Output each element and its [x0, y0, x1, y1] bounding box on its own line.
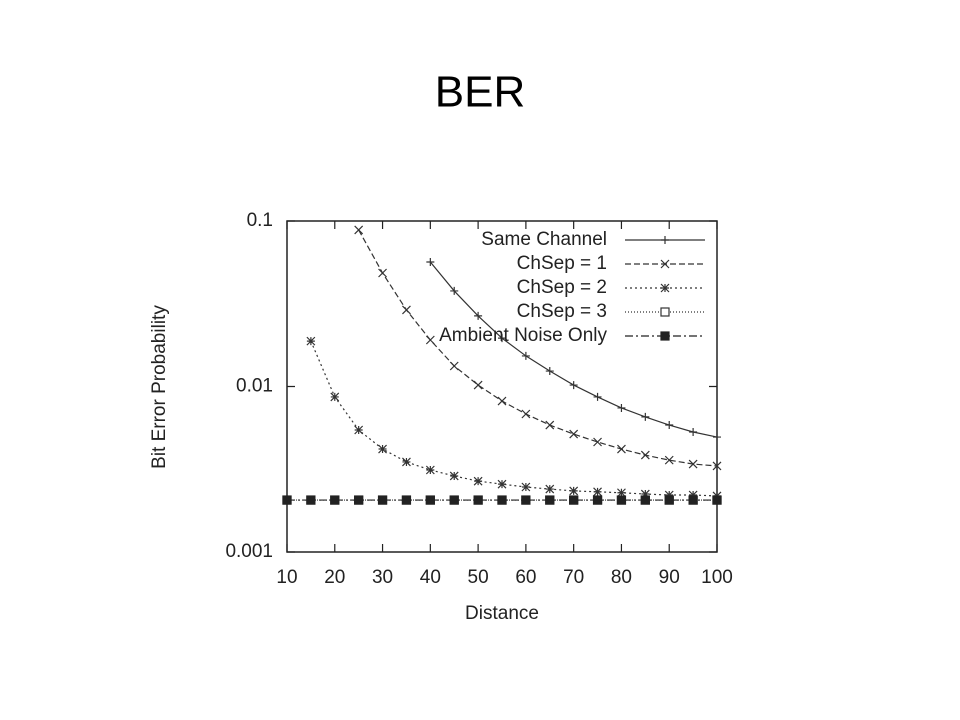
- x-tick-label: 70: [563, 567, 584, 588]
- marker: [402, 457, 411, 467]
- legend-label: ChSep = 3: [517, 301, 607, 322]
- marker: [377, 495, 388, 505]
- marker: [425, 335, 435, 345]
- marker: [660, 283, 670, 293]
- series-line: [310, 340, 718, 497]
- x-tick-label: 90: [659, 567, 680, 588]
- y-tick-label: 0.1: [247, 210, 273, 231]
- marker: [660, 259, 670, 269]
- marker: [330, 495, 340, 505]
- marker: [593, 392, 602, 401]
- marker: [401, 495, 412, 505]
- marker: [474, 311, 483, 320]
- marker: [282, 495, 292, 505]
- marker: [569, 495, 579, 505]
- marker: [593, 487, 602, 497]
- marker: [473, 380, 483, 390]
- marker: [449, 361, 459, 371]
- marker: [330, 392, 340, 402]
- marker: [664, 495, 674, 505]
- marker: [450, 286, 459, 295]
- marker: [449, 495, 459, 505]
- legend-label: Same Channel: [481, 229, 607, 250]
- marker: [640, 450, 650, 460]
- x-tick-label: 20: [324, 567, 345, 588]
- y-tick-label: 0.01: [236, 376, 273, 397]
- marker: [569, 381, 578, 390]
- marker: [616, 495, 627, 505]
- marker: [402, 305, 411, 315]
- marker: [306, 336, 316, 346]
- legend-label: ChSep = 1: [517, 253, 607, 274]
- x-tick-label: 10: [276, 567, 297, 588]
- x-tick-label: 60: [515, 567, 536, 588]
- marker: [688, 459, 698, 469]
- marker: [425, 495, 435, 505]
- marker: [569, 429, 579, 439]
- marker: [660, 331, 670, 341]
- marker: [521, 482, 531, 492]
- marker: [498, 334, 506, 343]
- marker: [378, 268, 387, 278]
- marker: [521, 351, 530, 360]
- marker: [497, 495, 507, 505]
- marker: [660, 307, 670, 317]
- marker: [688, 490, 698, 500]
- marker: [689, 427, 698, 436]
- marker: [473, 476, 483, 486]
- marker: [640, 495, 650, 505]
- y-axis-label: Bit Error Probability: [149, 305, 170, 469]
- marker: [545, 367, 554, 376]
- marker: [617, 488, 626, 498]
- marker: [497, 479, 507, 489]
- marker: [665, 421, 674, 430]
- marker: [593, 437, 602, 447]
- marker: [592, 495, 603, 505]
- x-tick-label: 30: [372, 567, 393, 588]
- marker: [473, 495, 483, 505]
- series-line: [358, 229, 718, 467]
- marker: [354, 495, 364, 505]
- marker: [545, 495, 555, 505]
- marker: [617, 403, 626, 412]
- x-tick-label: 80: [611, 567, 632, 588]
- legend-label: ChSep = 2: [517, 277, 607, 298]
- marker: [688, 495, 698, 505]
- marker: [306, 495, 316, 505]
- marker: [569, 486, 579, 496]
- marker: [426, 258, 435, 267]
- marker: [712, 461, 722, 471]
- legend-label: Ambient Noise Only: [439, 325, 607, 346]
- marker: [641, 412, 650, 421]
- marker: [521, 495, 531, 505]
- marker: [354, 425, 364, 435]
- y-tick-label: 0.001: [225, 541, 273, 562]
- marker: [545, 420, 555, 430]
- x-tick-label: 40: [420, 567, 441, 588]
- marker: [664, 455, 674, 465]
- marker: [497, 396, 507, 406]
- slide-title: BER: [435, 68, 525, 117]
- marker: [425, 465, 435, 475]
- marker: [521, 409, 531, 419]
- marker: [545, 484, 555, 494]
- marker: [449, 471, 459, 481]
- marker: [640, 489, 650, 499]
- marker: [713, 433, 721, 442]
- marker: [617, 444, 626, 454]
- x-tick-label: 50: [468, 567, 489, 588]
- marker: [378, 444, 387, 454]
- x-tick-label: 100: [701, 567, 733, 588]
- x-axis-label: Distance: [465, 603, 539, 624]
- marker: [712, 495, 722, 505]
- marker: [661, 236, 669, 244]
- marker: [664, 490, 674, 500]
- marker: [354, 225, 364, 235]
